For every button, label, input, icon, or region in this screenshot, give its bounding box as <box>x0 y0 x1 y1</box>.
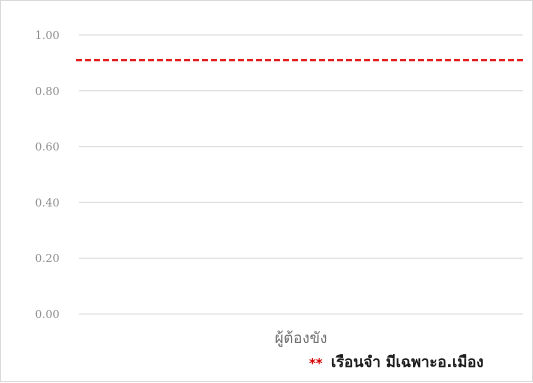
y-tick-label: 1.00 <box>35 29 60 42</box>
y-axis-tick-labels: 0.00 0.20 0.40 0.60 0.80 1.00 <box>35 29 60 321</box>
y-tick-label: 0.40 <box>35 196 60 209</box>
annotation-text: เรือนจำ มีเฉพาะอ.เมือง <box>331 353 484 371</box>
y-tick-label: 0.20 <box>35 252 60 265</box>
y-tick-label: 0.80 <box>35 85 60 98</box>
gridlines <box>79 34 523 315</box>
annotation-marker: ** <box>309 357 323 372</box>
y-tick-label: 0.00 <box>35 308 60 321</box>
y-tick-label: 0.60 <box>35 141 60 154</box>
x-axis-category-label: ผู้ต้องขัง <box>275 329 327 347</box>
